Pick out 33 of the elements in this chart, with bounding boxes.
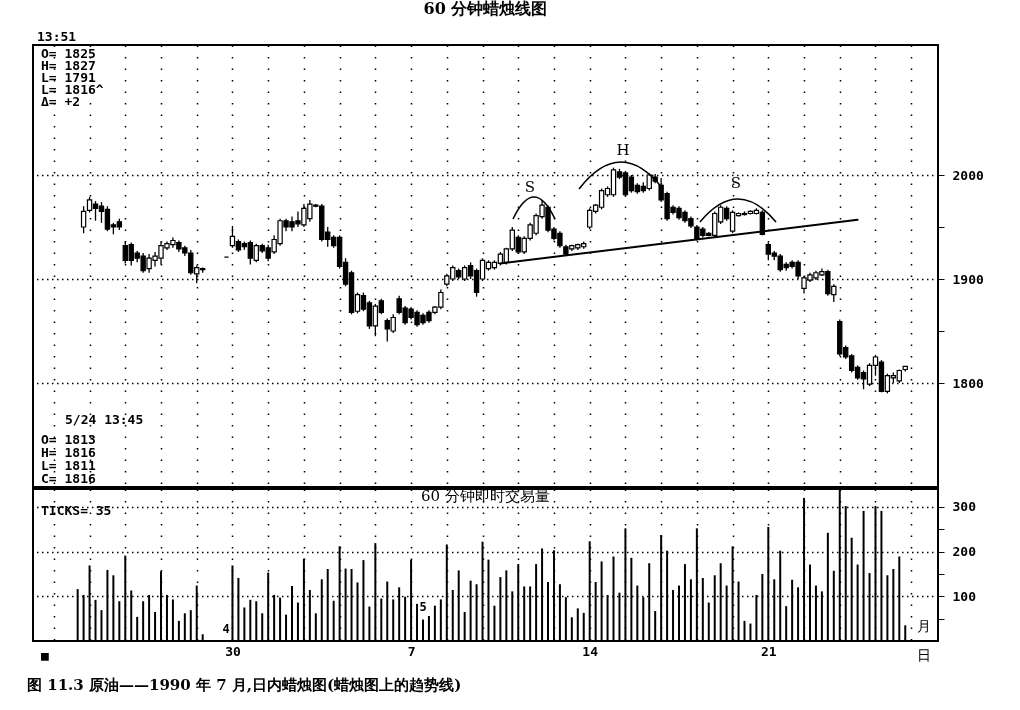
annotation: S [524,178,536,196]
x-tick-label: 21 [760,643,777,659]
text: 13:51 [37,29,77,44]
y-tick-label: 200 [952,544,977,560]
annotation: C= 1816 [41,471,96,486]
y-tick-label: 1900 [952,271,984,287]
annotation: 5/24 13:45 [65,412,144,427]
x-tick-label: 14 [582,643,599,659]
annotation: 4 [222,622,230,636]
annotation: H= 1816 [41,445,96,460]
annotation: Δ= +2 [41,94,81,109]
annotation: TICKS= 35 [41,503,112,518]
x-tick-label: 30 [225,643,241,659]
y-tick-label: 100 [952,588,977,604]
caption: 图 11.3 原油——1990 年 7 月,日内蜡烛图(蜡烛图上的趋势线) [27,676,462,694]
annotation: H= 1827 [41,58,96,73]
y-tick-label: 2000 [952,167,984,183]
annotation: L= 1811 [41,458,96,473]
annotation: H [616,141,630,159]
annotation: L= 1791 [41,70,96,85]
text: 日 [917,647,931,663]
text: ■ [41,648,49,663]
x-tick-label: 7 [407,643,416,659]
annotation: 5 [419,600,427,614]
chart-title: 60 分钟蜡烛线图 [423,0,548,18]
annotation: O= 1825 [41,46,96,61]
annotation: O= 1813 [41,432,96,447]
annotation: 月 [917,618,931,634]
annotation: S [730,174,742,192]
y-tick-label: 300 [952,499,977,515]
y-tick-label: 1800 [952,375,984,391]
annotation: L= 1816^ [41,82,104,97]
candlestick [80,205,87,234]
